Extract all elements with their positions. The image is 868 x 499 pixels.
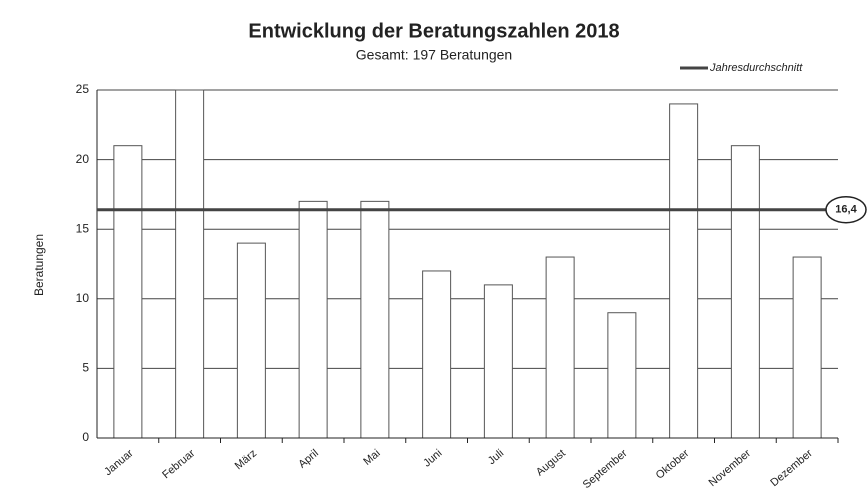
- bar: [792, 256, 822, 439]
- bar: [236, 242, 266, 439]
- y-axis-label: Beratungen: [32, 234, 46, 296]
- bar: [175, 89, 205, 439]
- y-tick-label: 10: [76, 291, 90, 305]
- legend-label: Jahresdurchschnitt: [709, 62, 803, 74]
- x-tick-label: April: [296, 447, 321, 470]
- average-label: 16,4: [835, 204, 857, 216]
- x-tick-label: Juni: [421, 447, 444, 469]
- chart-title: Entwicklung der Beratungszahlen 2018: [248, 20, 619, 42]
- x-tick-label: Februar: [160, 447, 197, 481]
- x-tick-label: August: [534, 447, 568, 478]
- bar: [113, 145, 143, 439]
- x-tick-label: März: [233, 447, 259, 472]
- x-tick-label: Dezember: [768, 447, 815, 489]
- x-tick-label: November: [707, 447, 754, 489]
- average-label-box: [825, 195, 867, 224]
- y-tick-label: 20: [76, 152, 90, 166]
- bar: [360, 200, 390, 439]
- bar: [298, 200, 328, 439]
- x-tick-label: Mai: [361, 447, 382, 468]
- bar: [422, 270, 452, 439]
- y-tick-label: 0: [82, 430, 89, 444]
- chart-subtitle: Gesamt: 197 Beratungen: [356, 47, 512, 63]
- bar: [730, 145, 760, 439]
- x-tick-label: September: [581, 447, 630, 491]
- bar: [483, 284, 513, 439]
- y-tick-label: 25: [76, 82, 90, 96]
- x-tick-label: Juli: [486, 447, 506, 467]
- bar: [607, 312, 637, 439]
- bar: [545, 256, 575, 439]
- y-tick-label: 5: [82, 361, 89, 375]
- y-tick-label: 15: [76, 221, 90, 235]
- x-tick-label: Januar: [102, 447, 136, 478]
- bar: [669, 103, 699, 439]
- x-tick-label: Oktober: [654, 447, 692, 482]
